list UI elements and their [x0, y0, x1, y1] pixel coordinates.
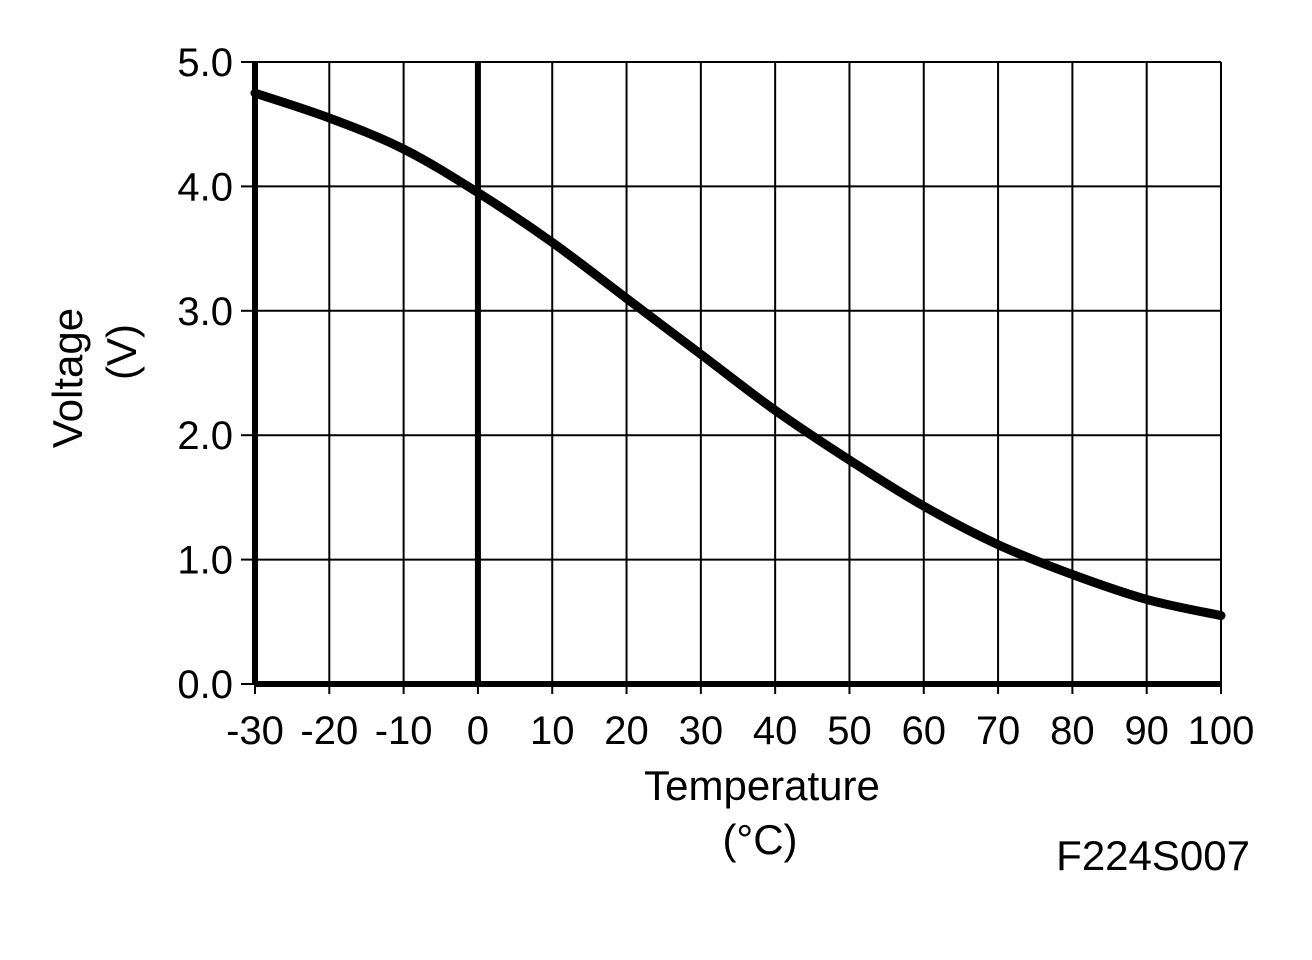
y-tick-label: 5.0 [177, 41, 233, 85]
series-line-0 [250, 88, 1226, 621]
figure-id: F224S007 [1056, 832, 1250, 879]
y-tick-label: 2.0 [177, 414, 233, 458]
y-axis-unit: (V) [98, 324, 145, 380]
y-tick-label: 0.0 [177, 663, 233, 707]
axes [241, 61, 1222, 694]
x-tick-labels: -30 -20 -10 0 10 20 30 40 50 60 70 80 90 100 [226, 709, 1254, 753]
x-tick-label: 80 [1050, 709, 1095, 753]
x-tick-label: 70 [976, 709, 1021, 753]
x-tick-label: -20 [300, 709, 358, 753]
x-tick-label: 20 [604, 709, 649, 753]
series-layer [250, 88, 1226, 621]
y-axis-label: Voltage [44, 308, 91, 448]
y-tick-label: 3.0 [177, 290, 233, 334]
x-tick-label: 30 [679, 709, 724, 753]
x-tick-label: 100 [1188, 709, 1255, 753]
x-tick-label: 40 [753, 709, 798, 753]
x-tick-label: -10 [375, 709, 433, 753]
y-tick-label: 4.0 [177, 165, 233, 209]
x-tick-label: 50 [827, 709, 872, 753]
x-tick-label: 0 [467, 709, 489, 753]
y-tick-label: 1.0 [177, 539, 233, 583]
x-tick-label: 10 [530, 709, 575, 753]
x-axis-unit: (°C) [722, 816, 797, 863]
x-tick-label: -30 [226, 709, 284, 753]
x-tick-label: 90 [1124, 709, 1169, 753]
x-tick-label: 60 [902, 709, 947, 753]
grid [254, 61, 1222, 685]
x-axis-label: Temperature [644, 762, 880, 809]
y-tick-labels: 0.0 1.0 2.0 3.0 4.0 5.0 [177, 41, 233, 707]
